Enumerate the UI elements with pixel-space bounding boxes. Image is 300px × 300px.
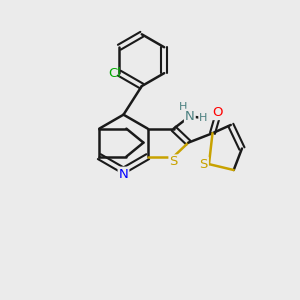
Text: S: S	[200, 158, 208, 171]
Text: N: N	[185, 110, 195, 123]
Text: N: N	[118, 168, 128, 181]
Text: Cl: Cl	[108, 67, 122, 80]
Text: O: O	[213, 106, 223, 119]
Text: H: H	[199, 113, 208, 123]
Text: H: H	[179, 102, 188, 112]
Text: S: S	[169, 155, 178, 168]
